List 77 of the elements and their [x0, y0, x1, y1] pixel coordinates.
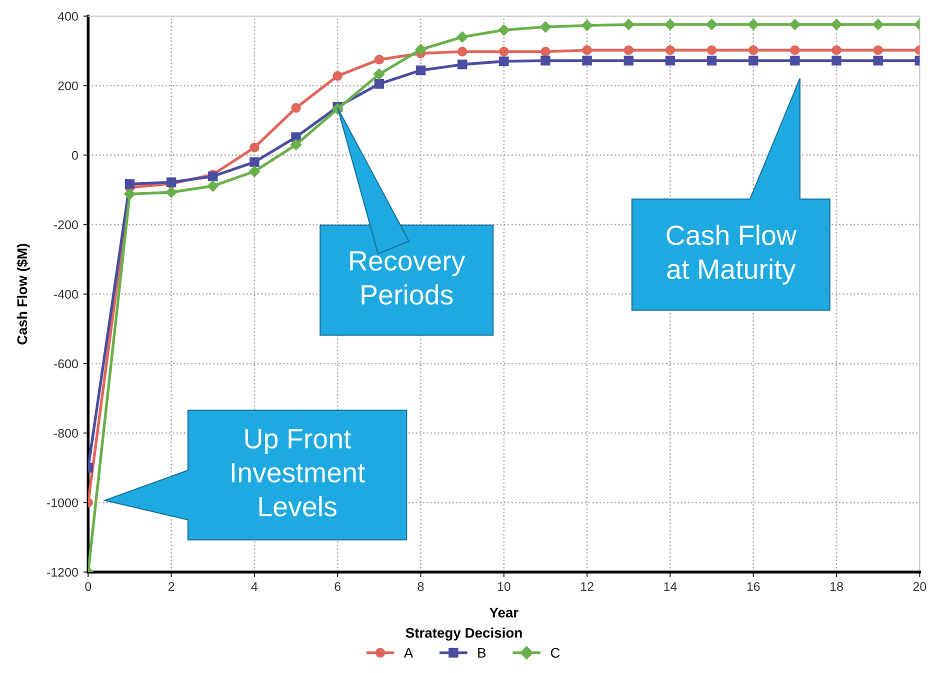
- point: [832, 45, 842, 56]
- legend-label: A: [404, 648, 414, 658]
- y-tick-label: -600: [54, 359, 78, 368]
- point: [872, 18, 884, 30]
- point: [166, 186, 177, 198]
- annotation: Up Front Investment Levels: [232, 429, 366, 516]
- point: [789, 18, 801, 30]
- point: [290, 139, 302, 150]
- point: [207, 180, 218, 192]
- annotation: Cash Flow at Maturity: [666, 224, 797, 285]
- x-axis-title: Year: [489, 608, 518, 618]
- x-tick-label: 2: [168, 582, 174, 591]
- point: [457, 46, 468, 56]
- x-tick-label: 12: [581, 582, 594, 591]
- point: [623, 18, 634, 30]
- point: [664, 18, 676, 30]
- point: [457, 60, 468, 70]
- point: [415, 44, 426, 56]
- point: [581, 20, 593, 32]
- point: [540, 21, 552, 33]
- point: [665, 56, 676, 66]
- point: [706, 56, 717, 66]
- point: [748, 18, 759, 30]
- y-tick-label: 0: [72, 150, 78, 160]
- point: [748, 56, 758, 66]
- y-tick-label: 200: [58, 81, 78, 90]
- point: [291, 103, 301, 113]
- point: [624, 45, 634, 56]
- point: [499, 56, 509, 66]
- point: [456, 31, 468, 43]
- point: [706, 45, 717, 56]
- point: [332, 71, 342, 81]
- y-tick-label: -1200: [47, 568, 78, 577]
- point: [582, 45, 592, 56]
- point: [540, 56, 550, 66]
- point: [790, 56, 800, 66]
- point: [706, 18, 718, 30]
- x-tick-label: 6: [334, 582, 341, 591]
- point: [124, 179, 135, 189]
- point: [374, 54, 384, 64]
- point: [416, 65, 426, 76]
- x-tick-label: 16: [747, 582, 760, 591]
- point: [873, 45, 883, 56]
- point: [540, 46, 550, 56]
- point: [374, 79, 384, 89]
- annotation: Recovery Periods: [350, 251, 466, 305]
- legend-label: C: [550, 648, 560, 658]
- legend-title: Strategy Decision: [406, 628, 522, 641]
- legend-label: B: [478, 648, 486, 658]
- point: [748, 45, 758, 56]
- x-tick-label: 20: [913, 582, 926, 591]
- y-tick-label: -800: [54, 428, 78, 438]
- point: [582, 56, 592, 66]
- y-tick-label: -200: [54, 220, 78, 230]
- x-tick-label: 18: [830, 582, 843, 591]
- point: [624, 56, 634, 66]
- y-axis-title: Cash Flow ($M): [16, 244, 30, 344]
- x-tick-label: 8: [418, 582, 424, 591]
- point: [665, 45, 676, 56]
- point: [498, 24, 510, 36]
- point: [790, 45, 800, 56]
- x-tick-label: 4: [251, 582, 258, 591]
- point: [250, 142, 260, 152]
- x-tick-label: 0: [85, 582, 92, 591]
- point: [499, 46, 509, 56]
- x-tick-label: 14: [664, 582, 677, 591]
- point: [124, 188, 136, 200]
- point: [830, 18, 842, 30]
- point: [374, 68, 385, 80]
- x-tick-label: 10: [498, 582, 510, 591]
- y-tick-label: -400: [54, 290, 78, 299]
- point: [873, 56, 883, 66]
- y-tick-label: -1000: [47, 498, 78, 508]
- y-tick-label: 400: [58, 12, 78, 21]
- point: [832, 56, 842, 66]
- point: [250, 157, 260, 167]
- point: [248, 166, 260, 178]
